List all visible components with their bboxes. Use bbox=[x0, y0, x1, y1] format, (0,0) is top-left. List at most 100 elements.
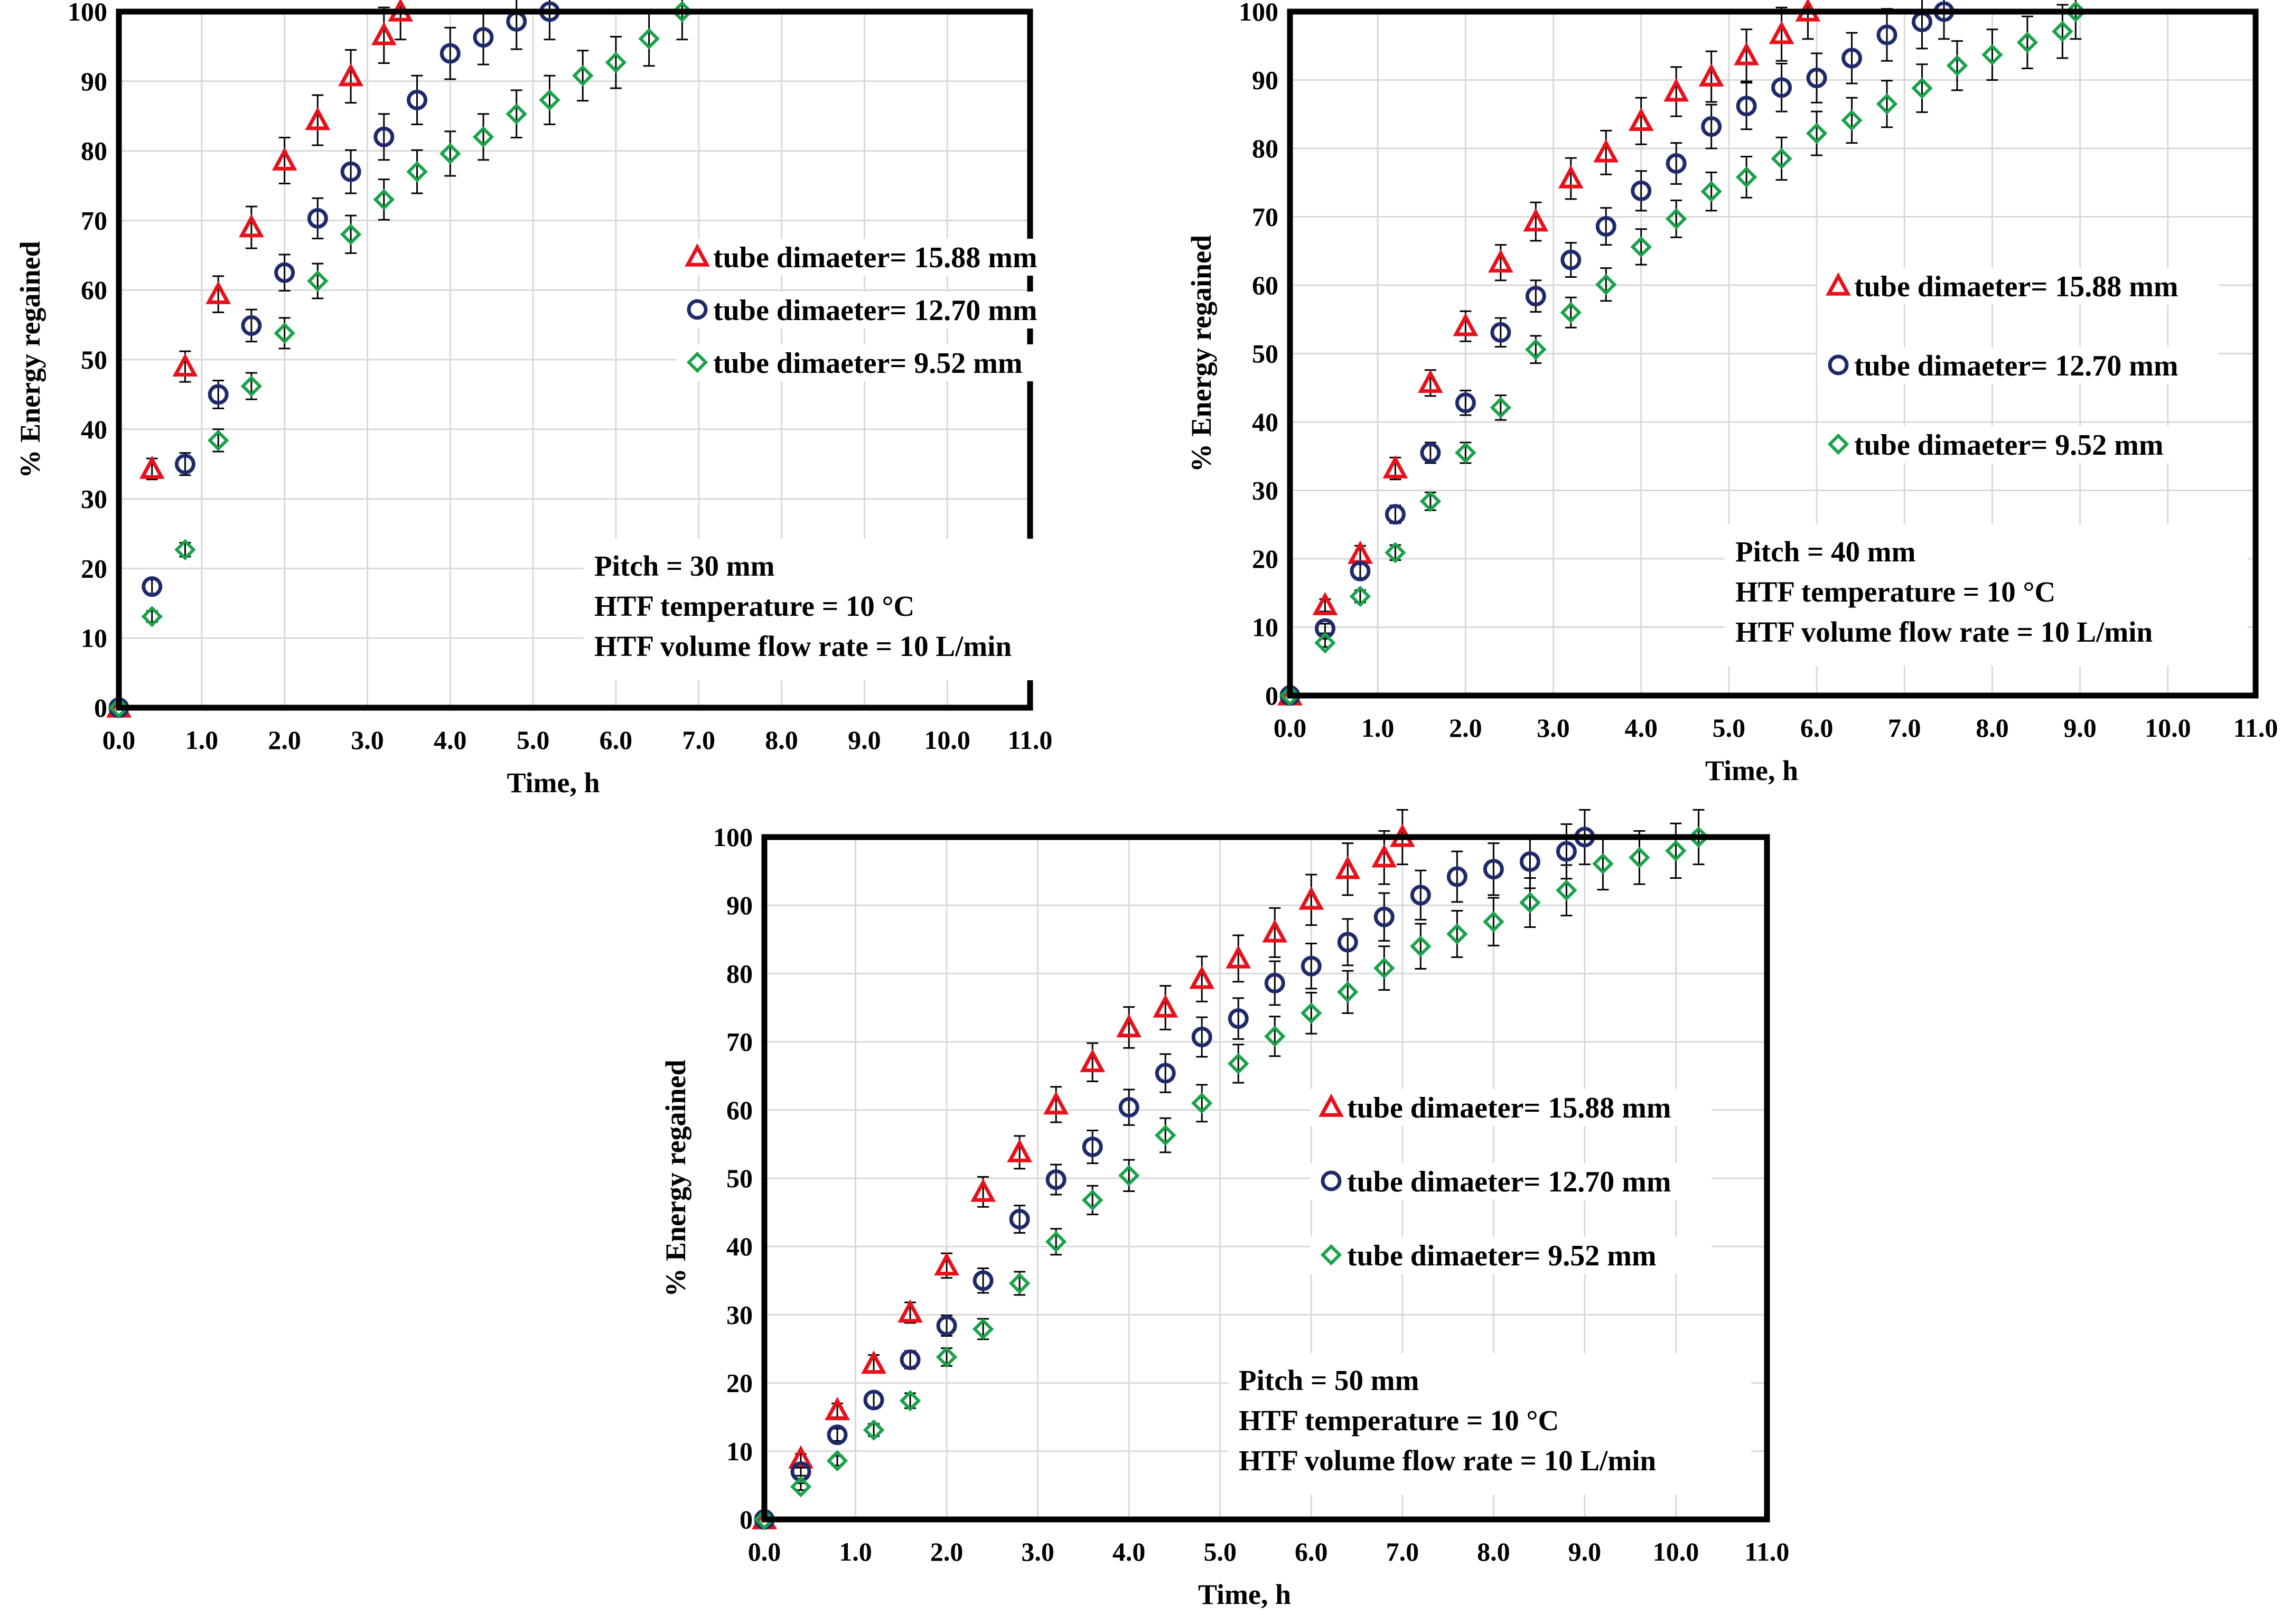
data-point bbox=[826, 1450, 848, 1472]
gridlines bbox=[119, 11, 1030, 708]
legend-label: tube dimaeter= 9.52 mm bbox=[1347, 1240, 1657, 1272]
annotation-line: Pitch = 50 mm bbox=[1239, 1364, 1419, 1396]
data-point bbox=[1337, 981, 1359, 1003]
x-tick-label: 6.0 bbox=[1295, 1537, 1328, 1566]
data-point bbox=[1446, 923, 1468, 945]
y-tick-label: 70 bbox=[726, 1027, 753, 1057]
data-point bbox=[1806, 68, 1827, 89]
data-point bbox=[1700, 181, 1722, 202]
data-point bbox=[1631, 180, 1652, 201]
data-point bbox=[1349, 585, 1371, 607]
legend-bg bbox=[1310, 1089, 1712, 1126]
data-point bbox=[1410, 935, 1432, 957]
data-point bbox=[1264, 1026, 1286, 1047]
data-point bbox=[174, 539, 196, 561]
data-point bbox=[371, 22, 397, 45]
data-point bbox=[1701, 116, 1722, 137]
data-point bbox=[1080, 1048, 1106, 1073]
y-tick-label: 20 bbox=[1252, 544, 1278, 574]
y-tick-label: 10 bbox=[726, 1437, 753, 1466]
data-point bbox=[407, 89, 428, 110]
x-tick-label: 2.0 bbox=[1449, 713, 1482, 743]
data-point bbox=[406, 161, 428, 183]
x-tick-label: 3.0 bbox=[1537, 713, 1570, 743]
x-tick-label: 6.0 bbox=[600, 725, 633, 755]
y-tick-label: 100 bbox=[68, 0, 107, 26]
y-tick-label: 20 bbox=[81, 553, 107, 583]
data-point bbox=[1593, 139, 1619, 163]
x-tick-label: 2.0 bbox=[268, 725, 301, 755]
series-circle bbox=[754, 809, 1595, 1530]
data-point bbox=[1483, 859, 1504, 880]
legend-marker-diamond bbox=[1320, 1244, 1342, 1266]
legend-bg bbox=[676, 292, 1078, 328]
data-point bbox=[473, 27, 494, 48]
data-point bbox=[1734, 42, 1760, 65]
annotation-line: HTF volume flow rate = 10 L/min bbox=[1239, 1444, 1656, 1477]
data-point bbox=[1556, 841, 1577, 862]
annotation-bg bbox=[1228, 1353, 1751, 1495]
data-point bbox=[307, 270, 329, 292]
data-point bbox=[1946, 55, 1968, 77]
data-point bbox=[1453, 313, 1479, 336]
data-point bbox=[2052, 21, 2073, 42]
annotation: Pitch = 40 mm HTF temperature = 10 °C HTF … bbox=[1725, 524, 2248, 666]
annotation-line: HTF temperature = 10 °C bbox=[1239, 1404, 1559, 1437]
data-point bbox=[472, 126, 494, 148]
x-tick-label: 1.0 bbox=[839, 1537, 872, 1566]
x-tick-label: 3.0 bbox=[351, 725, 384, 755]
data-point bbox=[340, 161, 361, 182]
data-point bbox=[1350, 560, 1371, 581]
x-tick-label: 4.0 bbox=[434, 725, 467, 755]
annotation-line: HTF temperature = 10 °C bbox=[1735, 576, 2055, 608]
legend-label: tube dimaeter= 15.88 mm bbox=[1347, 1092, 1671, 1124]
data-point bbox=[272, 147, 297, 171]
data-point bbox=[1490, 397, 1512, 419]
data-point bbox=[1628, 107, 1654, 131]
legend-item: tube dimaeter= 12.70 mm bbox=[676, 292, 1078, 328]
data-point bbox=[936, 1315, 957, 1336]
data-point bbox=[1009, 1209, 1030, 1230]
data-point bbox=[863, 1419, 885, 1441]
x-tick-label: 8.0 bbox=[1477, 1537, 1510, 1566]
x-tick-label: 4.0 bbox=[1112, 1537, 1146, 1566]
data-point bbox=[1312, 592, 1338, 615]
x-tick-label: 9.0 bbox=[848, 725, 881, 755]
data-point bbox=[440, 43, 461, 64]
y-tick-label: 0 bbox=[94, 693, 107, 722]
data-point bbox=[861, 1350, 886, 1374]
y-tick-label: 30 bbox=[1252, 476, 1278, 505]
data-point bbox=[1736, 96, 1757, 117]
legend-label: tube dimaeter= 15.88 mm bbox=[1854, 270, 2178, 303]
data-point bbox=[1228, 1008, 1249, 1029]
legend-label: tube dimaeter= 9.52 mm bbox=[713, 347, 1023, 380]
y-tick-label: 60 bbox=[1252, 270, 1278, 300]
data-point bbox=[1558, 165, 1584, 189]
data-point bbox=[1525, 286, 1546, 307]
data-point bbox=[1911, 77, 1933, 99]
y-tick-label: 10 bbox=[81, 623, 107, 653]
legend-item: tube dimaeter= 15.88 mm bbox=[1310, 1089, 1712, 1126]
data-point bbox=[1314, 632, 1336, 654]
data-point bbox=[1335, 856, 1361, 879]
legend: tube dimaeter= 15.88 mm tube dimaeter= 12… bbox=[1310, 1089, 1712, 1274]
y-tick-label: 90 bbox=[726, 890, 753, 920]
legend-label: tube dimaeter= 15.88 mm bbox=[713, 241, 1037, 274]
legend-bg bbox=[1310, 1237, 1712, 1274]
data-point bbox=[863, 1390, 884, 1411]
data-point bbox=[274, 322, 295, 344]
data-point bbox=[1154, 1124, 1176, 1146]
legend-marker-diamond bbox=[686, 351, 708, 373]
legend-marker-triangle bbox=[1826, 272, 1851, 296]
legend-label: tube dimaeter= 9.52 mm bbox=[1854, 429, 2164, 462]
data-point bbox=[936, 1346, 958, 1368]
data-point bbox=[1191, 1092, 1213, 1114]
data-point bbox=[1298, 886, 1324, 910]
y-tick-label: 80 bbox=[726, 959, 753, 988]
data-point bbox=[1769, 21, 1794, 44]
x-tick-label: 0.0 bbox=[748, 1537, 781, 1566]
data-point bbox=[1155, 1063, 1176, 1084]
y-tick-label: 60 bbox=[81, 275, 107, 305]
data-point bbox=[1410, 885, 1431, 906]
data-point bbox=[1455, 392, 1476, 414]
